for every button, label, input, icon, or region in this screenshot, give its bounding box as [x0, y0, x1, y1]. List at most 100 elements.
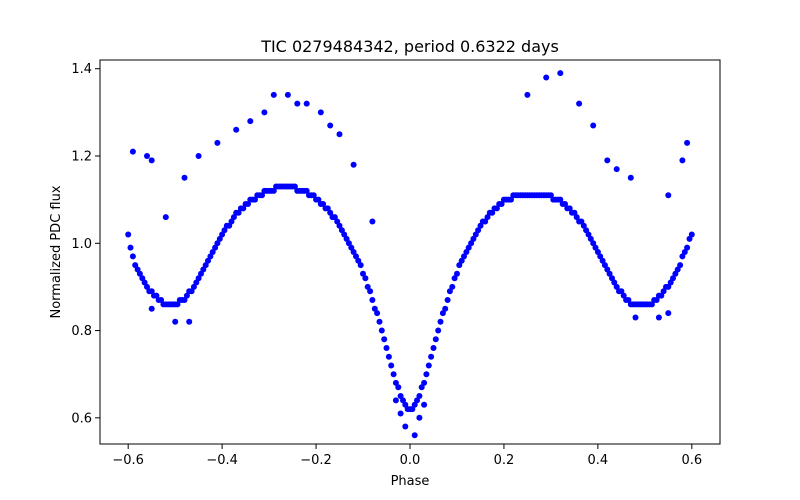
data-point [350, 161, 357, 168]
data-point [428, 353, 435, 360]
data-point [209, 249, 216, 255]
data-point [449, 283, 456, 290]
data-point [195, 275, 202, 282]
data-point [181, 174, 188, 181]
data-point [482, 218, 489, 225]
data-point [444, 297, 451, 303]
data-point [195, 153, 202, 159]
data-point [632, 314, 639, 321]
data-point [677, 262, 684, 269]
data-point [202, 262, 209, 269]
data-point [470, 235, 477, 242]
data-point [284, 91, 291, 98]
data-point [348, 244, 355, 251]
data-point [442, 305, 449, 312]
data-point [362, 275, 369, 282]
data-point [144, 153, 150, 159]
data-point [418, 384, 425, 391]
data-point [397, 393, 404, 399]
data-point [456, 262, 463, 269]
data-point [327, 122, 334, 129]
data-point [385, 353, 392, 360]
y-tick-label: 1.4 [71, 62, 92, 77]
y-tick-label: 1.2 [71, 150, 92, 165]
data-point [240, 205, 247, 212]
data-point [162, 214, 169, 221]
data-point [411, 432, 418, 439]
x-axis-label: Phase [391, 474, 430, 489]
data-point [599, 257, 606, 264]
data-point [136, 270, 143, 277]
data-point [369, 218, 376, 225]
x-tick-label: −0.4 [206, 453, 238, 468]
data-point [148, 305, 155, 312]
data-point [498, 201, 505, 207]
data-point [585, 231, 592, 238]
data-point [439, 310, 446, 317]
data-point [606, 270, 613, 277]
data-point [421, 401, 428, 408]
data-point [357, 262, 364, 269]
data-point [303, 100, 310, 107]
data-point [148, 157, 155, 164]
data-point [435, 327, 442, 334]
data-point [371, 305, 378, 312]
data-point [684, 244, 691, 251]
data-point [627, 174, 634, 181]
data-point [688, 231, 695, 238]
x-tick-label: 0.4 [588, 453, 609, 468]
data-point [557, 196, 564, 203]
data-point [331, 214, 338, 221]
data-point [388, 362, 395, 369]
data-point [524, 91, 531, 98]
data-point [390, 371, 397, 378]
data-point [613, 166, 620, 173]
y-tick-label: 0.6 [71, 411, 92, 426]
data-point [158, 297, 165, 303]
data-point [665, 310, 672, 317]
data-point [613, 283, 620, 290]
data-point [153, 292, 160, 299]
data-point [594, 249, 601, 255]
data-point [376, 318, 383, 325]
data-point [364, 283, 371, 290]
data-point [454, 270, 460, 277]
data-point [414, 397, 420, 404]
x-tick-label: −0.2 [300, 453, 332, 468]
data-point [604, 157, 611, 164]
data-point [132, 262, 139, 269]
data-point [207, 253, 214, 260]
y-axis: 0.6 0.8 1.0 1.2 1.4 [71, 62, 100, 426]
data-point [247, 118, 254, 125]
data-point [493, 205, 500, 212]
data-point [350, 249, 357, 255]
data-point [129, 253, 136, 260]
data-point [343, 235, 350, 242]
data-point [327, 209, 334, 216]
data-point [317, 109, 324, 116]
data-point [402, 401, 409, 408]
data-point [369, 297, 376, 303]
data-point [230, 214, 237, 221]
data-point [291, 183, 298, 190]
data-point [186, 318, 193, 325]
chart-title: TIC 0279484342, period 0.6322 days [260, 37, 559, 56]
data-point [660, 288, 667, 295]
data-point [190, 283, 197, 290]
data-point [228, 218, 235, 225]
x-tick-label: 0.0 [400, 453, 421, 468]
data-point [181, 297, 188, 303]
data-point [446, 288, 453, 295]
data-point [592, 244, 599, 251]
x-tick-label: −0.6 [112, 453, 144, 468]
data-point [378, 327, 385, 334]
data-point [360, 270, 366, 277]
x-tick-label: 0.6 [681, 453, 702, 468]
data-point [451, 275, 458, 282]
data-point [416, 393, 423, 399]
data-point [270, 187, 277, 194]
data-point [653, 297, 660, 303]
data-point [303, 187, 310, 194]
